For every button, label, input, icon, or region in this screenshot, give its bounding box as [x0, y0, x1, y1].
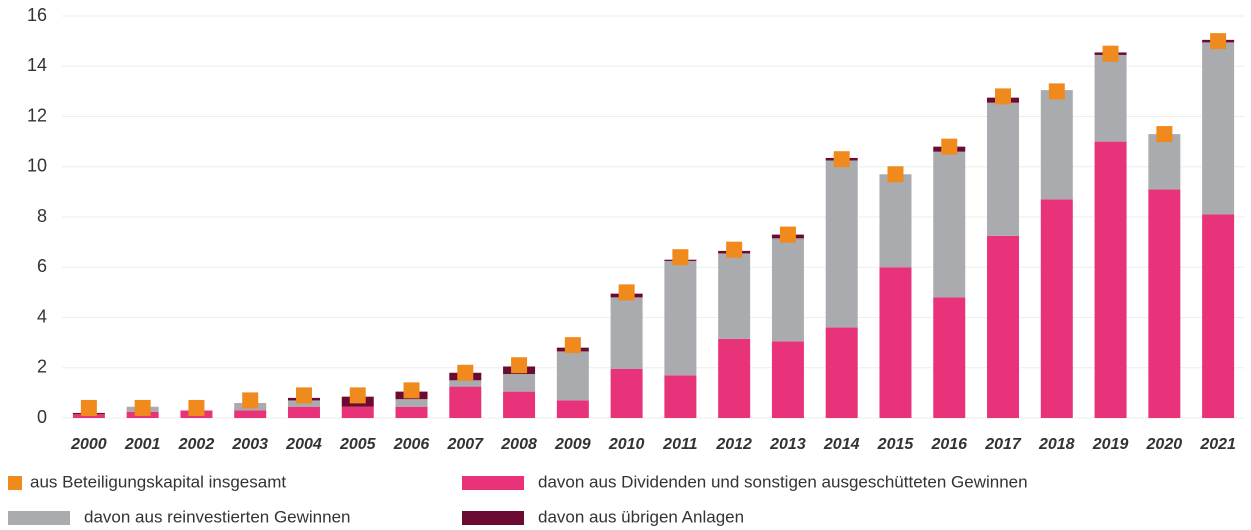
bar-segment [395, 406, 428, 418]
total-marker [887, 166, 904, 183]
x-tick-label: 2004 [285, 436, 322, 453]
total-marker [833, 151, 850, 168]
bar-segment [987, 235, 1020, 418]
bar-segment [1040, 90, 1073, 200]
x-tick-label: 2005 [339, 436, 377, 453]
y-tick-label: 2 [37, 357, 47, 377]
total-marker [726, 241, 743, 258]
legend-label: davon aus Dividenden und sonstigen ausge… [538, 472, 1028, 491]
bar-segment [718, 253, 751, 339]
legend-swatch [8, 476, 22, 490]
x-tick-label: 2016 [930, 436, 967, 453]
bar-segment [1094, 54, 1127, 142]
total-marker [188, 399, 205, 416]
y-tick-label: 14 [27, 55, 47, 75]
total-marker [457, 364, 474, 381]
y-tick-label: 10 [27, 156, 47, 176]
legend-swatch [8, 511, 70, 525]
legend-label: davon aus übrigen Anlagen [538, 507, 744, 526]
x-tick-label: 2008 [500, 436, 537, 453]
bar-segment [771, 341, 804, 418]
x-tick-label: 2019 [1092, 436, 1129, 453]
y-tick-label: 8 [37, 206, 47, 226]
total-marker [672, 249, 689, 266]
total-marker [564, 337, 581, 354]
legend-swatch [462, 511, 524, 525]
bar-segment [664, 375, 697, 418]
x-tick-label: 2011 [662, 436, 698, 453]
bar-segment [1094, 141, 1127, 418]
bar-segment [1202, 42, 1235, 215]
total-marker [134, 399, 151, 416]
total-marker [1048, 83, 1065, 100]
x-tick-label: 2013 [769, 436, 806, 453]
bar-segment [610, 369, 643, 418]
x-tick-label: 2010 [608, 436, 645, 453]
bar-segment [287, 400, 320, 407]
bar-segment [1148, 189, 1181, 418]
x-tick-label: 2021 [1199, 436, 1236, 453]
y-tick-label: 12 [27, 105, 47, 125]
total-marker [242, 392, 259, 409]
x-tick-label: 2012 [715, 436, 752, 453]
x-tick-label: 2015 [877, 436, 915, 453]
bar-segment [503, 374, 536, 392]
bar-segment [718, 338, 751, 418]
bar-segment [825, 327, 858, 418]
x-tick-label: 2020 [1146, 436, 1183, 453]
bar-segment [771, 238, 804, 342]
y-tick-label: 6 [37, 256, 47, 276]
legend-label: davon aus reinvestierten Gewinnen [84, 507, 351, 526]
x-tick-label: 2000 [70, 436, 107, 453]
total-marker [941, 138, 958, 155]
x-tick-label: 2018 [1038, 436, 1075, 453]
total-marker [1156, 126, 1173, 143]
bar-segment [825, 160, 858, 328]
bar-segment [1040, 199, 1073, 418]
bar-segment [341, 406, 374, 418]
x-tick-label: 2014 [823, 436, 860, 453]
x-tick-label: 2007 [446, 436, 484, 453]
total-marker [1210, 33, 1227, 50]
bar-segment [449, 386, 482, 418]
bar-segment [449, 380, 482, 387]
x-tick-label: 2002 [178, 436, 215, 453]
total-marker [295, 387, 312, 404]
bar-segment [503, 391, 536, 418]
bar-segment [556, 351, 589, 401]
total-marker [80, 399, 97, 416]
x-tick-label: 2017 [984, 436, 1022, 453]
bar-segment [664, 260, 697, 376]
legend-swatch [462, 476, 524, 490]
x-tick-label: 2001 [124, 436, 161, 453]
bar-segment [1202, 214, 1235, 418]
bar-segment [987, 102, 1020, 236]
bar-segment [72, 414, 105, 418]
total-marker [511, 357, 528, 374]
total-marker [1102, 45, 1119, 62]
y-tick-label: 16 [27, 5, 47, 25]
bar-segment [879, 174, 912, 268]
bar-segment [933, 297, 966, 418]
bar-segment [556, 400, 589, 418]
bar-segment [933, 151, 966, 298]
total-marker [403, 382, 420, 399]
total-marker [779, 226, 796, 243]
y-tick-label: 0 [37, 407, 47, 427]
bar-segment [1148, 134, 1181, 190]
legend-label: aus Beteiligungskapital insgesamt [30, 472, 286, 491]
bar-segment [610, 297, 643, 370]
bar-segment [234, 410, 267, 418]
total-marker [995, 88, 1012, 105]
y-tick-label: 4 [37, 306, 47, 326]
total-marker [349, 387, 366, 404]
x-tick-label: 2006 [393, 436, 430, 453]
bar-segment [287, 406, 320, 418]
x-tick-label: 2009 [554, 436, 591, 453]
x-tick-label: 2003 [231, 436, 268, 453]
bar-segment [395, 399, 428, 407]
bar-segment [879, 267, 912, 418]
total-marker [618, 284, 635, 301]
